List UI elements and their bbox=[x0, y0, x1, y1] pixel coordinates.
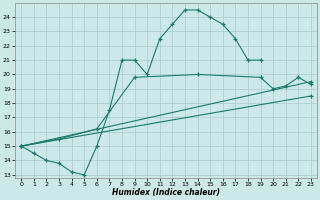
X-axis label: Humidex (Indice chaleur): Humidex (Indice chaleur) bbox=[112, 188, 220, 197]
